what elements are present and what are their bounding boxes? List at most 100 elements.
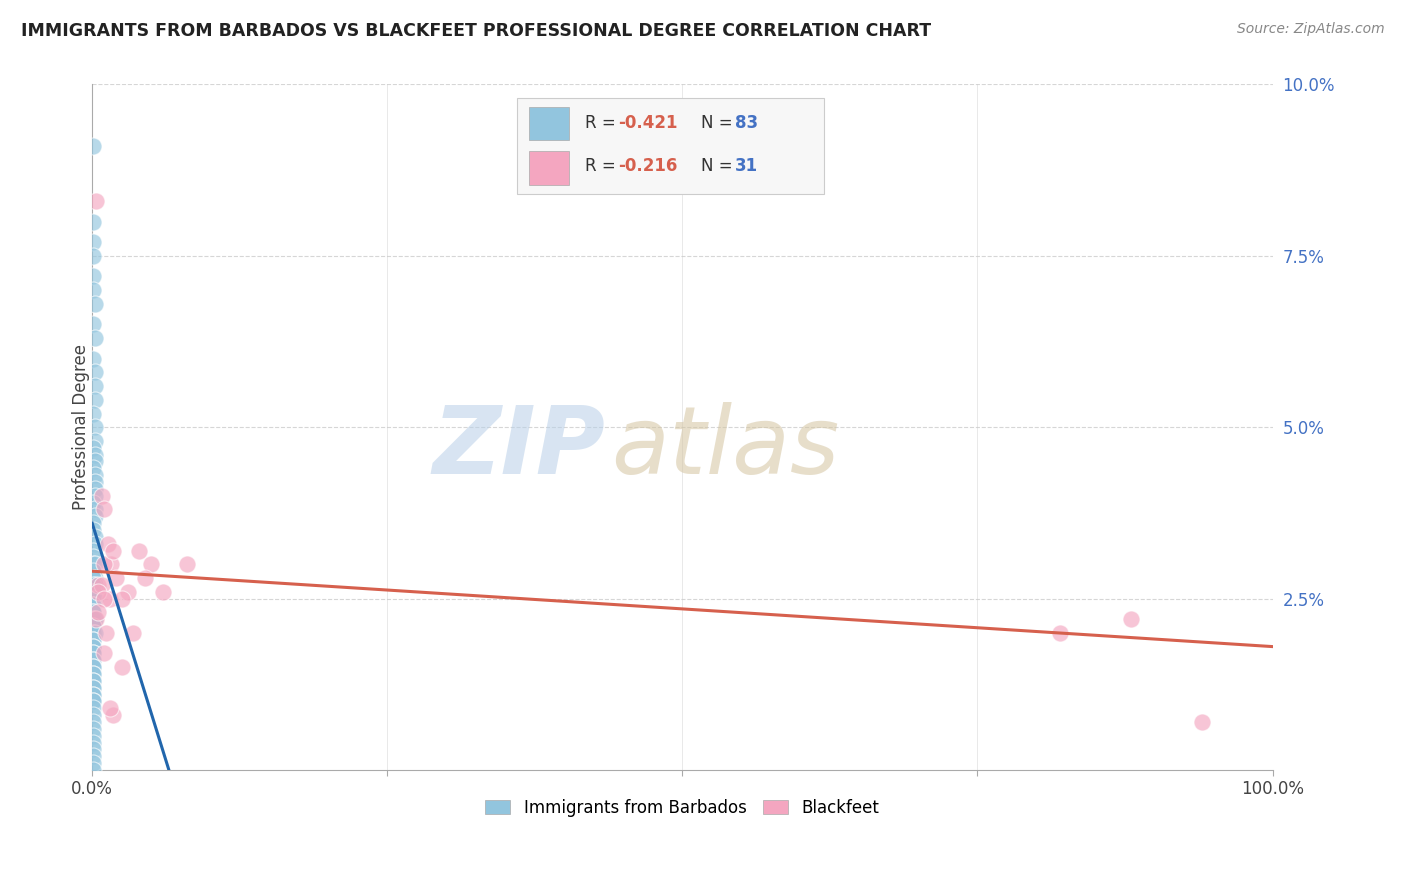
- Point: [82, 735, 104, 749]
- Point: [82, 694, 104, 708]
- Point: [87, 605, 110, 619]
- Point: [82, 660, 104, 674]
- Point: [96, 626, 118, 640]
- Point: [82, 441, 104, 455]
- Point: [98, 701, 121, 715]
- Point: [93, 591, 115, 606]
- Point: [176, 558, 198, 572]
- Point: [83, 297, 105, 311]
- Point: [82, 729, 104, 743]
- Point: [152, 584, 174, 599]
- Point: [82, 461, 104, 475]
- Point: [82, 640, 104, 654]
- Point: [82, 599, 104, 613]
- Point: [83, 434, 105, 448]
- Point: [82, 584, 104, 599]
- Point: [82, 688, 104, 702]
- Point: [82, 571, 104, 585]
- Point: [82, 619, 104, 633]
- Point: [82, 605, 104, 619]
- Point: [82, 318, 104, 332]
- Point: [90, 489, 112, 503]
- Point: [111, 660, 134, 674]
- Point: [82, 763, 104, 777]
- Point: [82, 647, 104, 661]
- Point: [1119, 612, 1142, 626]
- Point: [96, 537, 118, 551]
- Point: [83, 482, 105, 496]
- Point: [83, 468, 105, 483]
- Point: [82, 578, 104, 592]
- Text: atlas: atlas: [612, 402, 839, 493]
- Point: [82, 681, 104, 695]
- Text: ZIP: ZIP: [433, 401, 606, 494]
- Point: [82, 214, 104, 228]
- Point: [82, 673, 104, 688]
- Point: [93, 558, 115, 572]
- Point: [82, 722, 104, 736]
- Point: [83, 489, 105, 503]
- Point: [93, 647, 115, 661]
- Point: [84, 612, 107, 626]
- Point: [82, 558, 104, 572]
- Point: [83, 626, 105, 640]
- Point: [82, 550, 104, 565]
- Point: [82, 516, 104, 531]
- Point: [82, 694, 104, 708]
- Point: [83, 578, 105, 592]
- Point: [82, 660, 104, 674]
- Point: [83, 454, 105, 468]
- Point: [82, 235, 104, 249]
- Point: [83, 502, 105, 516]
- Point: [82, 688, 104, 702]
- Point: [103, 708, 125, 723]
- Point: [1191, 714, 1213, 729]
- Point: [82, 612, 104, 626]
- Point: [82, 564, 104, 578]
- Point: [111, 591, 134, 606]
- Point: [82, 599, 104, 613]
- Point: [82, 283, 104, 297]
- Point: [82, 626, 104, 640]
- Point: [82, 667, 104, 681]
- Point: [82, 605, 104, 619]
- Point: [82, 749, 104, 764]
- Point: [93, 502, 115, 516]
- Point: [82, 742, 104, 756]
- Point: [1049, 626, 1071, 640]
- Point: [83, 448, 105, 462]
- Point: [82, 647, 104, 661]
- Point: [83, 420, 105, 434]
- Point: [82, 523, 104, 537]
- Point: [83, 558, 105, 572]
- Point: [103, 543, 125, 558]
- Point: [122, 626, 145, 640]
- Point: [82, 708, 104, 723]
- Text: Source: ZipAtlas.com: Source: ZipAtlas.com: [1237, 22, 1385, 37]
- Point: [134, 571, 156, 585]
- Legend: Immigrants from Barbados, Blackfeet: Immigrants from Barbados, Blackfeet: [478, 792, 886, 823]
- Point: [83, 475, 105, 489]
- Point: [83, 537, 105, 551]
- Point: [98, 591, 121, 606]
- Point: [82, 640, 104, 654]
- Point: [82, 673, 104, 688]
- Point: [87, 578, 110, 592]
- Point: [83, 530, 105, 544]
- Point: [83, 612, 105, 626]
- Point: [83, 392, 105, 407]
- Point: [82, 619, 104, 633]
- Point: [82, 543, 104, 558]
- Point: [128, 543, 150, 558]
- Point: [83, 571, 105, 585]
- Point: [104, 571, 127, 585]
- Point: [83, 365, 105, 379]
- Point: [82, 632, 104, 647]
- Point: [82, 351, 104, 366]
- Point: [82, 714, 104, 729]
- Point: [82, 139, 104, 153]
- Point: [87, 584, 110, 599]
- Text: IMMIGRANTS FROM BARBADOS VS BLACKFEET PROFESSIONAL DEGREE CORRELATION CHART: IMMIGRANTS FROM BARBADOS VS BLACKFEET PR…: [21, 22, 931, 40]
- Point: [83, 379, 105, 393]
- Point: [82, 681, 104, 695]
